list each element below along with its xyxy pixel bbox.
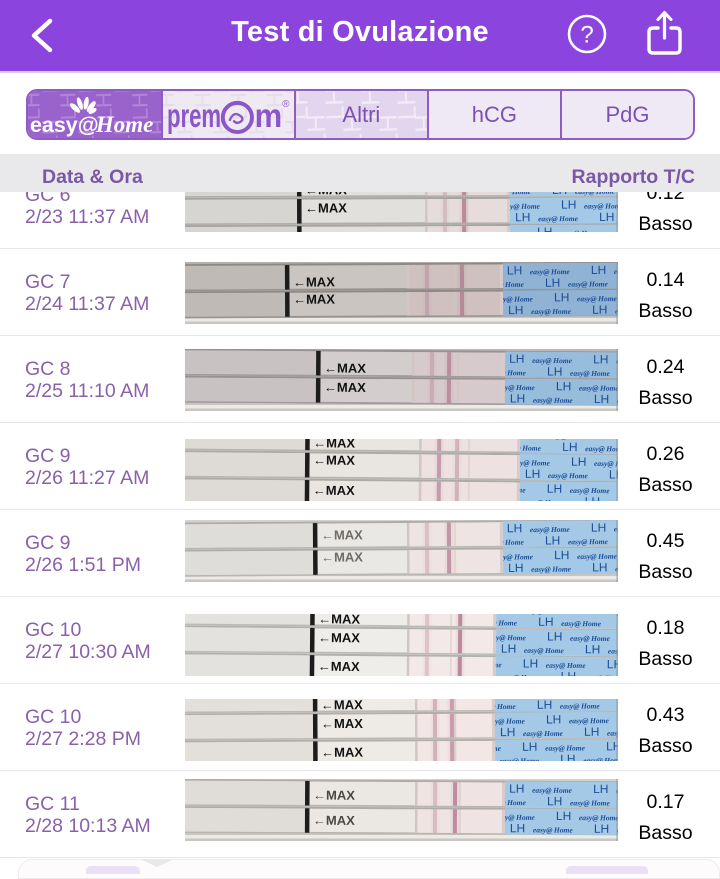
svg-text:LH: LH [547, 482, 562, 496]
svg-text:←MAX: ←MAX [313, 452, 355, 467]
svg-text:LH: LH [545, 533, 560, 547]
svg-text:←MAX: ←MAX [293, 274, 335, 289]
svg-text:easy@ Home: easy@ Home [568, 279, 609, 288]
svg-text:easy@ Home: easy@ Home [533, 396, 574, 405]
svg-text:LH: LH [593, 782, 608, 796]
svg-text:LH: LH [409, 114, 427, 138]
svg-text:←MAX: ←MAX [305, 192, 347, 197]
svg-text:LH: LH [501, 642, 516, 656]
svg-text:LH: LH [510, 391, 525, 405]
svg-text:←MAX: ←MAX [324, 360, 366, 375]
svg-text:easy@ Home: easy@ Home [570, 369, 611, 378]
svg-text:LH: LH [561, 669, 576, 676]
svg-text:easy@ Home: easy@ Home [500, 673, 541, 676]
svg-text:easy@ Home: easy@ Home [583, 756, 618, 761]
svg-text:LH: LH [507, 521, 522, 535]
svg-text:easy@ Home: easy@ Home [585, 444, 618, 453]
svg-text:←MAX: ←MAX [324, 380, 366, 395]
svg-text:LH: LH [585, 495, 600, 501]
svg-text:easy@ Home: easy@ Home [524, 646, 565, 655]
svg-text:LH: LH [508, 561, 523, 575]
svg-text:LH: LH [523, 656, 538, 670]
svg-text:easy@ Home: easy@ Home [584, 673, 618, 676]
svg-text:LH: LH [571, 455, 586, 469]
svg-text:easy@ Home: easy@ Home [561, 619, 602, 628]
svg-text:LH: LH [525, 467, 540, 481]
svg-text:LH: LH [508, 303, 523, 317]
svg-text:←MAX: ←MAX [313, 483, 355, 498]
svg-text:LH: LH [592, 560, 607, 574]
svg-text:easy@ Home: easy@ Home [548, 471, 589, 480]
svg-text:easy@ Home: easy@ Home [499, 756, 540, 761]
svg-text:LH: LH [585, 642, 600, 656]
svg-text:easy@ Home: easy@ Home [560, 701, 601, 710]
svg-text:←MAX: ←MAX [318, 614, 360, 627]
svg-text:←MAX: ←MAX [305, 231, 347, 232]
svg-text:←MAX: ←MAX [313, 439, 355, 451]
svg-text:LH: LH [554, 290, 569, 304]
svg-text:easy@ Home: easy@ Home [560, 229, 601, 232]
svg-text:LH: LH [593, 352, 608, 366]
svg-text:LH: LH [500, 725, 515, 739]
svg-text:LH: LH [556, 809, 571, 823]
svg-text:LH: LH [562, 440, 577, 454]
svg-text:←MAX: ←MAX [321, 549, 363, 564]
svg-text:←MAX: ←MAX [293, 292, 335, 307]
svg-text:LH: LH [510, 821, 525, 835]
svg-text:←MAX: ←MAX [321, 699, 363, 712]
svg-text:←MAX: ←MAX [305, 200, 347, 215]
svg-text:LH: LH [556, 379, 571, 393]
svg-text:prem: prem [167, 97, 221, 134]
svg-text:easy@ Home: easy@ Home [533, 825, 574, 834]
svg-text:LH: LH [509, 782, 524, 796]
svg-text:easy@ Home: easy@ Home [568, 537, 609, 546]
svg-text:LH: LH [547, 365, 562, 379]
svg-text:LH: LH [560, 752, 575, 761]
svg-text:easy@ Home: easy@ Home [538, 214, 579, 223]
svg-text:←MAX: ←MAX [313, 788, 355, 803]
svg-text:LH: LH [591, 263, 606, 277]
svg-text:LH: LH [507, 263, 522, 277]
svg-text:easy@ Home: easy@ Home [575, 192, 616, 196]
svg-text:m: m [254, 97, 282, 134]
svg-text:LH: LH [515, 210, 530, 224]
svg-text:LH: LH [591, 521, 606, 535]
svg-text:LH: LH [538, 615, 553, 629]
svg-text:←MAX: ←MAX [321, 716, 363, 731]
svg-text:LH: LH [599, 210, 614, 224]
svg-text:LH: LH [546, 712, 561, 726]
svg-text:←MAX: ←MAX [313, 813, 355, 828]
svg-text:easy@ Home: easy@ Home [570, 798, 611, 807]
svg-text:LH: LH [500, 614, 515, 616]
svg-text:easy@ Home: easy@ Home [531, 565, 572, 574]
svg-text:LH: LH [561, 198, 576, 212]
svg-text:LH: LH [301, 114, 332, 138]
svg-text:LH: LH [594, 822, 609, 836]
svg-text:LH: LH [522, 740, 537, 754]
svg-text:Home: Home [95, 111, 153, 136]
svg-text:LH: LH [524, 439, 539, 441]
svg-text:LH: LH [594, 392, 609, 406]
svg-text:easy@: easy@ [30, 112, 99, 136]
svg-text:easy@ Home: easy@ Home [524, 498, 565, 501]
svg-text:←MAX: ←MAX [318, 659, 360, 674]
svg-text:LH: LH [545, 276, 560, 290]
svg-text:LH: LH [537, 699, 552, 712]
svg-text:LH: LH [537, 225, 552, 232]
svg-text:←MAX: ←MAX [318, 630, 360, 645]
svg-text:←MAX: ←MAX [321, 745, 363, 760]
svg-text:←MAX: ←MAX [321, 527, 363, 542]
svg-text:LH: LH [547, 794, 562, 808]
svg-text:LH: LH [592, 303, 607, 317]
svg-text:®: ® [282, 99, 290, 110]
svg-text:LH: LH [584, 614, 599, 617]
svg-text:LH: LH [584, 725, 599, 739]
svg-text:LH: LH [554, 548, 569, 562]
svg-text:easy@ Home: easy@ Home [531, 307, 572, 316]
svg-text:LH: LH [547, 629, 562, 643]
svg-text:?: ? [580, 22, 593, 49]
svg-text:easy@ Home: easy@ Home [523, 729, 564, 738]
svg-text:LH: LH [509, 352, 524, 366]
